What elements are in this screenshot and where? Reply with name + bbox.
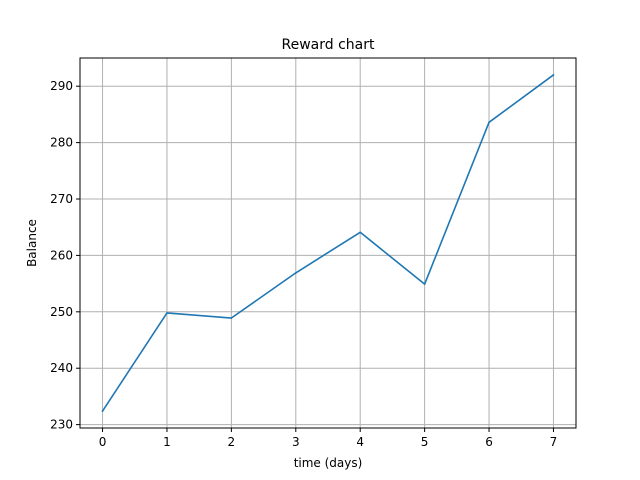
grid-lines [80,58,576,428]
data-point [423,283,426,285]
y-axis-label: Balance [25,219,39,267]
x-tick-label: 4 [356,435,364,449]
data-point [552,74,555,76]
x-tick-label: 1 [163,435,171,449]
x-tick-label: 2 [228,435,236,449]
y-tick-label: 270 [50,192,73,206]
y-tick-label: 260 [50,248,73,262]
data-point [488,121,490,124]
series-line [101,74,555,412]
x-axis-label: time (days) [294,456,363,470]
y-tick-label: 290 [50,79,73,93]
data-point [294,272,297,274]
plot-frame [79,57,577,429]
x-tick-label: 5 [421,435,429,449]
y-tick-label: 280 [50,136,73,150]
axis-ticks: 0 1 2 3 4 5 6 7 230 240 250 260 270 280 290 [50,79,557,449]
y-tick-label: 250 [50,305,73,319]
data-point [166,312,168,314]
x-tick-label: 0 [99,435,107,449]
data-point [359,231,362,234]
x-tick-label: 7 [550,435,558,449]
x-tick-label: 6 [485,435,493,449]
chart-title: Reward chart [282,37,375,53]
series-layer [101,74,555,412]
data-point [230,317,233,319]
y-tick-label: 240 [50,361,73,375]
x-tick-label: 3 [292,435,300,449]
data-point [101,410,104,412]
y-tick-label: 230 [50,418,73,432]
